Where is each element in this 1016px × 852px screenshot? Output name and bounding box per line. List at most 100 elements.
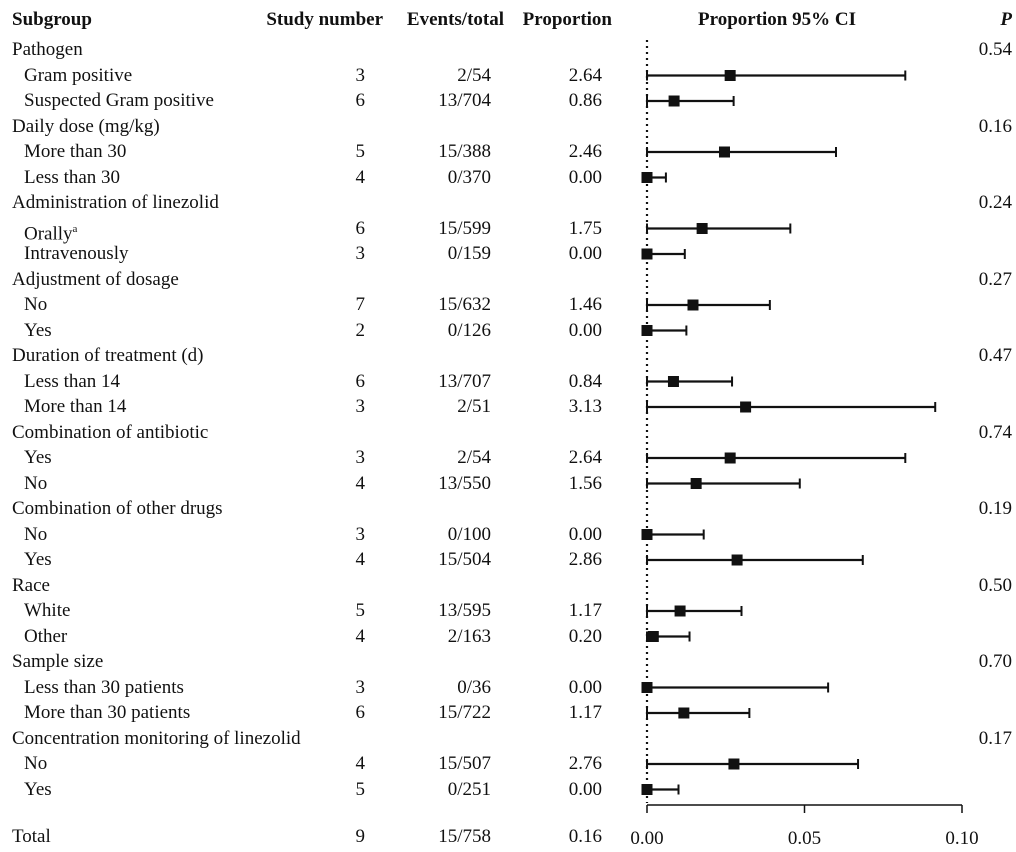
estimate-marker [641, 172, 653, 183]
events-total-cell: 13/704 [438, 90, 491, 111]
proportion-cell: 0.00 [568, 166, 602, 188]
subgroup-label: Intravenously [24, 243, 129, 264]
proportion-cell: 3.13 [568, 396, 602, 417]
study-number-cell: 4 [355, 549, 366, 570]
proportion-cell: 2.86 [568, 549, 602, 570]
group-p-value: 0.54 [978, 39, 1012, 60]
total-study-number: 9 [355, 826, 366, 847]
group-label: Daily dose (mg/kg) [12, 115, 160, 137]
total-label: Total [12, 826, 51, 847]
study-number-cell: 5 [355, 600, 366, 621]
study-number-cell: 5 [355, 141, 366, 162]
group-label: Duration of treatment (d) [12, 345, 204, 366]
group-label: Race [12, 574, 50, 596]
group-p-value: 0.19 [978, 498, 1012, 519]
proportion-cell: 0.20 [568, 625, 602, 647]
subgroup-label: Gram positive [24, 64, 133, 86]
x-tick-label: 0.00 [630, 828, 663, 849]
header-subgroup: Subgroup [12, 9, 92, 30]
events-total-cell: 15/632 [438, 294, 491, 315]
events-total-cell: 13/550 [438, 472, 491, 494]
events-total-cell: 15/722 [438, 702, 491, 723]
estimate-marker [687, 299, 699, 311]
estimate-marker [647, 631, 659, 642]
proportion-cell: 2.64 [568, 64, 602, 86]
study-number-cell: 6 [355, 702, 366, 723]
header-proportion: Proportion [522, 9, 612, 30]
study-number-cell: 3 [355, 523, 366, 545]
study-number-cell: 3 [355, 396, 366, 417]
x-tick-label: 0.05 [788, 828, 821, 849]
estimate-marker [690, 478, 702, 489]
proportion-cell: 1.17 [568, 702, 602, 723]
events-total-cell: 0/36 [457, 676, 491, 698]
subgroup-label: Yes [24, 778, 52, 800]
footnote-marker: a [72, 222, 78, 235]
study-number-cell: 3 [355, 676, 366, 698]
subgroup-label: Yes [24, 549, 52, 570]
header-events-total: Events/total [406, 9, 504, 30]
group-label: Administration of linezolid [12, 192, 219, 213]
events-total-cell: 0/251 [447, 778, 491, 800]
estimate-marker [668, 95, 680, 107]
estimate-marker [724, 70, 736, 81]
proportion-cell: 1.75 [568, 217, 602, 239]
total-events: 15/758 [438, 826, 491, 847]
study-number-cell: 2 [355, 319, 366, 341]
estimate-marker [641, 325, 653, 336]
subgroup-label: White [24, 600, 71, 621]
events-total-cell: 13/595 [438, 600, 491, 621]
group-p-value: 0.17 [978, 727, 1012, 749]
header-p: P [1000, 9, 1012, 30]
events-total-cell: 0/126 [447, 319, 491, 341]
study-number-cell: 3 [355, 243, 366, 264]
group-label: Combination of other drugs [12, 498, 223, 519]
group-label: Concentration monitoring of linezolid [12, 727, 301, 749]
subgroup-label: Other [24, 625, 68, 647]
study-number-cell: 4 [355, 753, 366, 774]
estimate-marker [641, 682, 653, 693]
proportion-cell: 0.00 [568, 523, 602, 545]
group-label: Combination of antibiotic [12, 421, 209, 443]
study-number-cell: 4 [355, 166, 366, 188]
subgroup-label: No [24, 294, 48, 315]
subgroup-label: Suspected Gram positive [24, 90, 214, 111]
subgroup-label: Less than 30 [24, 166, 121, 188]
group-label: Adjustment of dosage [12, 268, 179, 290]
events-total-cell: 2/54 [457, 447, 491, 468]
group-label: Sample size [12, 651, 104, 672]
group-label: Pathogen [12, 39, 83, 60]
events-total-cell: 15/599 [438, 217, 491, 239]
study-number-cell: 5 [355, 778, 366, 800]
proportion-cell: 0.00 [568, 778, 602, 800]
events-total-cell: 0/159 [447, 243, 491, 264]
events-total-cell: 2/54 [457, 64, 491, 86]
events-total-cell: 2/51 [457, 396, 491, 417]
proportion-cell: 0.84 [568, 370, 602, 392]
subgroup-label: Yes [24, 319, 52, 341]
header-ci: Proportion 95% CI [698, 9, 856, 30]
group-p-value: 0.16 [978, 115, 1012, 137]
proportion-cell: 0.00 [568, 243, 602, 264]
study-number-cell: 6 [355, 90, 366, 111]
events-total-cell: 0/100 [447, 523, 491, 545]
study-number-cell: 4 [355, 472, 366, 494]
subgroup-label: Yes [24, 447, 52, 468]
estimate-marker [696, 223, 708, 234]
events-total-cell: 0/370 [447, 166, 491, 188]
estimate-marker [674, 605, 686, 617]
group-p-value: 0.70 [978, 651, 1012, 672]
subgroup-label: More than 30 [24, 141, 127, 162]
group-p-value: 0.27 [978, 268, 1012, 290]
proportion-cell: 1.46 [568, 294, 602, 315]
x-tick-label: 0.10 [945, 828, 978, 849]
subgroup-label: Orallya [24, 222, 78, 244]
estimate-marker [718, 146, 730, 158]
estimate-marker [641, 529, 653, 540]
total-proportion: 0.16 [568, 826, 602, 847]
subgroup-label: More than 30 patients [24, 702, 191, 723]
events-total-cell: 13/707 [438, 370, 491, 392]
group-p-value: 0.24 [978, 192, 1012, 213]
